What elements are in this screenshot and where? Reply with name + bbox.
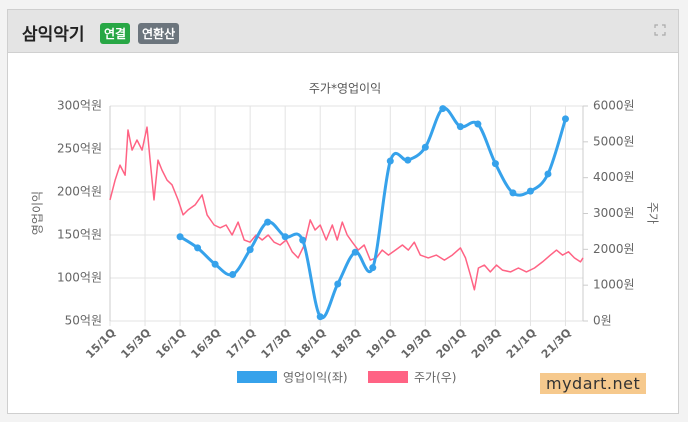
y2-tick-label: 0원: [593, 314, 612, 328]
data-point: [491, 160, 499, 168]
data-point: [404, 156, 412, 164]
data-point: [351, 248, 359, 256]
data-point: [544, 170, 552, 178]
data-point: [526, 187, 534, 195]
data-point: [264, 218, 272, 226]
y2-tick-label: 3000원: [593, 206, 635, 220]
badge: 연결: [100, 23, 131, 44]
data-point: [176, 233, 184, 241]
data-point: [421, 143, 429, 151]
data-point: [316, 313, 324, 321]
data-point: [439, 105, 447, 113]
x-tick-label: 20/3Q: [469, 326, 504, 361]
x-tick-label: 19/3Q: [399, 326, 434, 361]
y2-tick-label: 2000원: [593, 242, 635, 256]
x-tick-label: 21/1Q: [504, 326, 539, 361]
legend-swatch: [368, 371, 408, 383]
data-point: [281, 233, 289, 241]
legend-label: 영업이익(좌): [283, 371, 348, 385]
card-header: 삼익악기 연결 연환산: [8, 10, 678, 53]
x-tick-label: 19/1Q: [364, 326, 399, 361]
y-axis-title: 영업이익: [31, 191, 45, 235]
y2-tick-label: 4000원: [593, 170, 635, 184]
x-tick-label: 20/1Q: [434, 326, 469, 361]
x-tick-label: 16/3Q: [188, 326, 223, 361]
card: 삼익악기 연결 연환산: [7, 9, 679, 414]
y2-tick-label: 6000원: [593, 99, 635, 113]
x-tick-label: 17/1Q: [223, 326, 258, 361]
x-tick-label: 18/3Q: [329, 326, 364, 361]
x-tick-label: 16/1Q: [153, 326, 188, 361]
data-point: [456, 123, 464, 131]
series-line: [179, 106, 567, 320]
data-point: [194, 244, 202, 252]
series-line: [109, 126, 584, 291]
data-point: [229, 271, 237, 279]
legend-swatch: [237, 371, 277, 383]
data-point: [561, 115, 569, 123]
y-tick-label: 50억원: [65, 314, 102, 328]
data-point: [509, 189, 517, 197]
y2-tick-label: 1000원: [593, 278, 635, 292]
y-tick-label: 300억원: [57, 99, 102, 113]
data-point: [246, 246, 254, 254]
x-tick-label: 21/3Q: [539, 326, 574, 361]
data-point: [334, 280, 342, 288]
y-tick-label: 100억원: [57, 271, 102, 285]
y-tick-label: 250억원: [57, 142, 102, 156]
y-tick-label: 200억원: [57, 185, 102, 199]
y-tick-label: 150억원: [57, 228, 102, 242]
y2-tick-label: 5000원: [593, 134, 635, 148]
company-name: 삼익악기: [22, 25, 85, 45]
y2-axis-title: 주가: [646, 202, 660, 224]
data-point: [386, 157, 394, 165]
data-point: [211, 260, 219, 268]
x-tick-label: 15/3Q: [118, 326, 153, 361]
data-point: [474, 120, 482, 128]
data-point: [369, 264, 377, 272]
badge: 연환산: [138, 23, 180, 44]
expand-icon[interactable]: [654, 24, 666, 36]
x-tick-label: 18/1Q: [294, 326, 329, 361]
chart-title: 주가*영업이익: [309, 82, 381, 96]
data-point: [299, 236, 307, 244]
x-tick-label: 17/3Q: [259, 326, 294, 361]
watermark: mydart.net: [540, 373, 647, 394]
legend-label: 주가(우): [414, 371, 456, 385]
x-tick-label: 15/1Q: [83, 326, 118, 361]
